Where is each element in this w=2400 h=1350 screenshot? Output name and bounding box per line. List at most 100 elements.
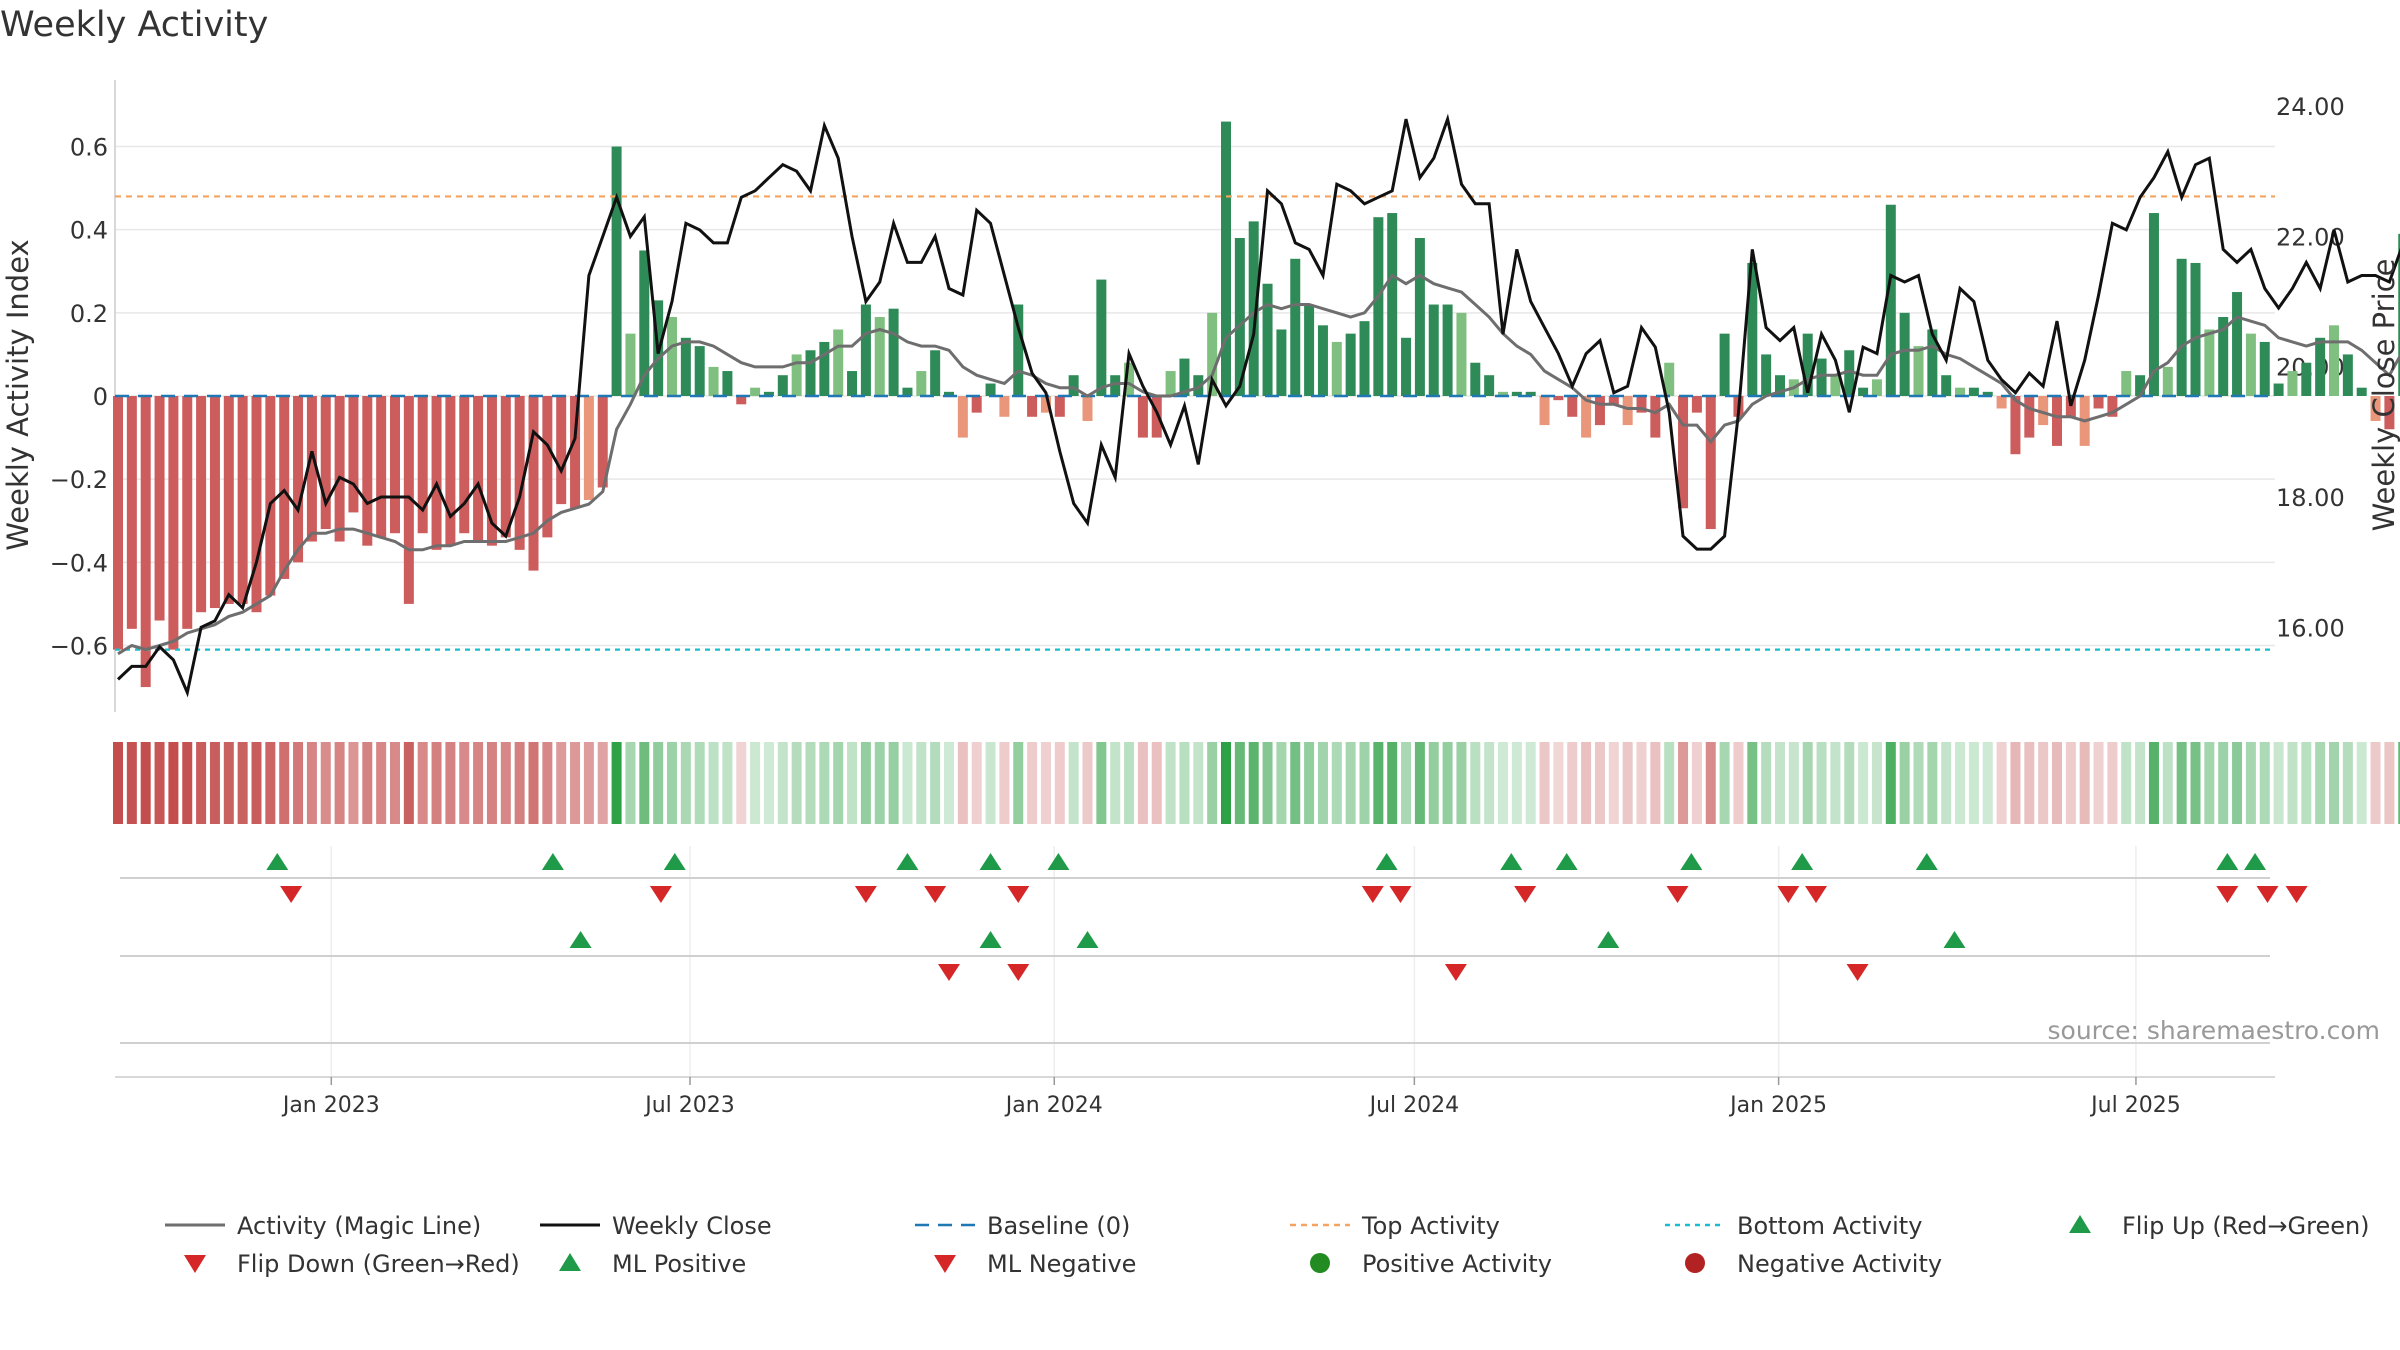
activity-bar — [1816, 358, 1827, 396]
activity-bar — [2162, 366, 2173, 396]
activity-bar — [445, 396, 456, 546]
activity-bar — [223, 396, 234, 604]
heat-strip-cell — [722, 742, 733, 824]
heat-strip-cell — [293, 742, 304, 824]
heat-strip-cell — [1525, 742, 1536, 824]
activity-bar — [1885, 204, 1896, 396]
plot-area: 0.60.40.20−0.2−0.4−0.624.0022.0020.0018.… — [50, 80, 2400, 1118]
activity-bar — [1525, 391, 1536, 396]
flip-down-marker — [1666, 886, 1689, 903]
heat-strip-cell — [1179, 742, 1190, 824]
activity-bar — [2218, 317, 2229, 396]
activity-bar — [390, 396, 400, 534]
heat-strip-cell — [860, 742, 871, 824]
heat-strip-cell — [1401, 742, 1412, 824]
activity-bar — [1691, 396, 1702, 413]
heat-strip-cell — [334, 742, 345, 824]
right-tick-label: 24.00 — [2276, 93, 2345, 121]
activity-bar — [985, 383, 996, 396]
ml-positive-marker — [979, 931, 1002, 948]
activity-bar — [1982, 391, 1993, 396]
left-tick-label: 0.6 — [70, 134, 108, 162]
activity-bar — [1304, 304, 1315, 396]
activity-bar — [1941, 375, 1952, 396]
activity-bar — [1761, 354, 1772, 396]
activity-bar — [1290, 258, 1301, 396]
activity-bar — [2315, 337, 2326, 396]
activity-bar — [2204, 329, 2215, 396]
heat-strip-cell — [1775, 742, 1785, 824]
activity-bar — [1858, 387, 1869, 396]
heat-strip-cell — [1996, 742, 2007, 824]
heat-strip-cell — [348, 742, 359, 824]
activity-bar — [1650, 396, 1661, 438]
ml-negative-marker — [1007, 964, 1030, 981]
heat-strip-cell — [2384, 742, 2395, 824]
left-tick-label: −0.4 — [50, 549, 108, 577]
activity-bar — [1968, 387, 1979, 396]
x-tick-label: Jul 2025 — [2089, 1093, 2181, 1118]
heat-strip-cell — [583, 742, 594, 824]
heat-strip-cell — [1927, 742, 1938, 824]
heat-strip-cell — [1373, 742, 1384, 824]
x-tick-label: Jul 2024 — [1368, 1093, 1460, 1118]
activity-bar — [1899, 312, 1910, 396]
activity-bar — [1317, 325, 1328, 396]
activity-bar — [1719, 333, 1730, 396]
heat-strip-cell — [2190, 742, 2201, 824]
activity-bar — [1248, 221, 1259, 396]
heat-strip-cell — [1165, 742, 1176, 824]
heat-strip-cell — [805, 742, 816, 824]
ml-negative-marker — [1846, 964, 1869, 981]
heat-strip-cell — [2370, 742, 2381, 824]
flip-up-marker — [1555, 853, 1578, 870]
legend-item: Flip Up (Red→Green) — [2069, 1212, 2370, 1240]
left-axis-label: Weekly Activity Index — [1, 239, 35, 550]
x-tick-label: Jul 2023 — [643, 1093, 735, 1118]
activity-bar — [1124, 362, 1135, 396]
activity-bar — [1484, 375, 1495, 396]
activity-bar — [251, 396, 262, 613]
activity-bar — [1137, 396, 1148, 438]
legend-item: Bottom Activity — [1665, 1212, 1922, 1240]
heat-strip-cell — [1747, 742, 1758, 824]
heat-strip-cell — [2398, 742, 2400, 824]
heat-strip-cell — [528, 742, 539, 824]
activity-bar — [473, 396, 484, 542]
activity-bar — [1442, 304, 1453, 396]
heat-strip-cell — [1248, 742, 1259, 824]
x-tick-label: Jan 2023 — [281, 1093, 380, 1118]
heat-strip-cell — [888, 742, 899, 824]
heat-strip-cell — [736, 742, 747, 824]
heat-strip-cell — [2148, 742, 2159, 824]
heat-strip-cell — [1733, 742, 1744, 824]
activity-bar — [2038, 396, 2049, 426]
activity-bar — [1165, 371, 1176, 396]
x-tick-label: Jan 2025 — [1728, 1093, 1827, 1118]
left-tick-label: 0.4 — [70, 217, 108, 245]
heat-strip-cell — [1304, 742, 1315, 824]
heat-strip-cell — [1719, 742, 1730, 824]
flip-down-marker — [1007, 886, 1030, 903]
legend-swatch-up-icon — [2069, 1215, 2091, 1233]
activity-bar — [750, 387, 761, 396]
heat-strip-cell — [2052, 742, 2062, 824]
flip-down-marker — [1514, 886, 1537, 903]
heat-strip-cell — [320, 742, 331, 824]
chart-title: Weekly Activity — [0, 5, 268, 45]
legend-label: Positive Activity — [1362, 1250, 1552, 1278]
heat-strip-cell — [390, 742, 400, 824]
activity-bar — [570, 396, 581, 509]
activity-bar — [1082, 396, 1093, 421]
flip-up-marker — [1791, 853, 1814, 870]
left-tick-label: 0 — [93, 383, 108, 411]
weekly-close-series — [116, 113, 2400, 698]
activity-bar — [971, 396, 982, 413]
heat-strip-cell — [1276, 742, 1287, 824]
activity-bar — [1802, 333, 1813, 396]
activity-bar — [376, 396, 387, 538]
heat-strip-cell — [1290, 742, 1301, 824]
flip-down-marker — [1777, 886, 1800, 903]
activity-bar — [597, 396, 608, 488]
flip-down-marker — [2216, 886, 2239, 903]
